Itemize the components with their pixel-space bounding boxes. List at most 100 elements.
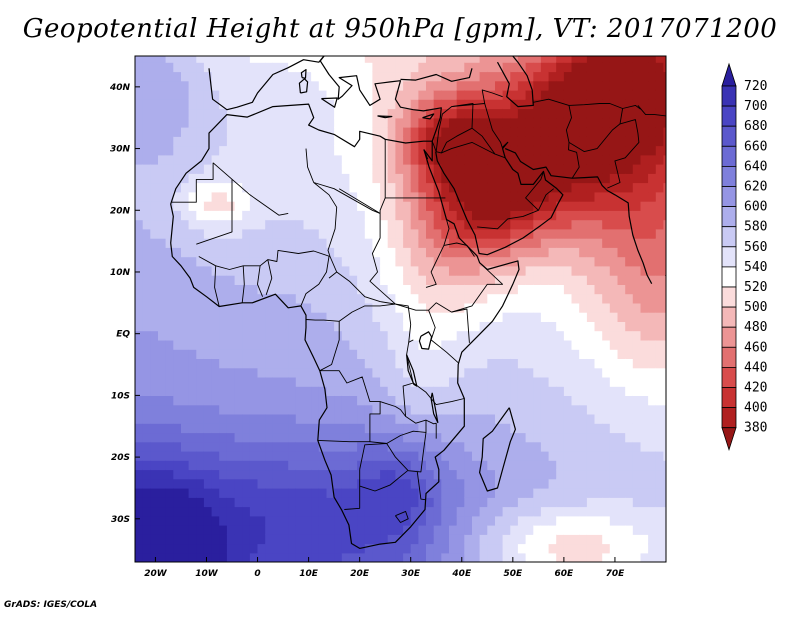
- colorbar-swatch: [721, 366, 737, 388]
- country-border: [537, 188, 554, 211]
- country-border: [568, 104, 641, 153]
- country-border: [212, 162, 289, 216]
- lat-tick-label: 20S: [111, 453, 130, 463]
- colorbar-swatch: [721, 165, 737, 187]
- lon-tick-label: 10E: [299, 569, 319, 579]
- colorbar-swatch: [721, 246, 737, 268]
- coastline: [377, 115, 393, 119]
- country-border: [344, 469, 361, 510]
- lon-tick-label: 0: [254, 569, 260, 579]
- country-border: [257, 265, 264, 297]
- country-border: [241, 265, 245, 303]
- country-border: [425, 419, 437, 439]
- colorbar-swatch: [721, 105, 737, 127]
- colorbar-lower-arrow: [721, 427, 737, 452]
- colorbar-label: 560: [744, 240, 767, 255]
- coastline: [406, 354, 418, 387]
- country-border: [451, 262, 504, 313]
- coastline: [298, 78, 309, 94]
- colorbar-label: 480: [744, 320, 767, 335]
- country-border: [533, 98, 623, 109]
- colorbar-label: 620: [744, 180, 767, 195]
- lon-tick-label: 70E: [606, 569, 626, 579]
- colorbar-upper-arrow: [721, 62, 737, 87]
- colorbar-swatch: [721, 346, 737, 368]
- colorbar-label: 520: [744, 280, 767, 295]
- coastline: [496, 56, 534, 108]
- colorbar-label: 640: [744, 159, 767, 174]
- country-border: [171, 162, 214, 203]
- country-border: [214, 265, 220, 307]
- coastline: [423, 149, 429, 160]
- lon-tick-label: 20E: [350, 569, 370, 579]
- coastline: [321, 97, 338, 108]
- coastline: [400, 68, 473, 82]
- colorbar-swatch: [721, 326, 737, 348]
- colorbar-swatch: [721, 125, 737, 147]
- colorbar-swatch: [721, 186, 737, 208]
- coastline: [430, 392, 439, 424]
- country-border: [416, 471, 426, 501]
- coastline: [479, 407, 516, 492]
- colorbar-swatch: [721, 306, 737, 328]
- country-border: [196, 179, 233, 245]
- country-border: [369, 416, 427, 444]
- country-border: [607, 119, 640, 189]
- colorbar: 720 700 680 660 640 620 600 580 560 540 520 500 480 4…: [721, 62, 767, 452]
- plot-frame: [134, 55, 667, 563]
- country-border: [359, 470, 408, 492]
- coastline: [665, 274, 666, 277]
- country-border: [313, 182, 338, 279]
- colorbar-swatch: [721, 206, 737, 228]
- lat-tick-label: 10S: [111, 391, 130, 401]
- colorbar-swatch: [721, 85, 737, 107]
- coastline: [422, 113, 435, 120]
- country-border: [395, 510, 409, 523]
- country-border: [471, 127, 506, 159]
- country-border: [300, 256, 330, 307]
- lon-tick-label: 10W: [195, 569, 219, 579]
- country-border: [477, 171, 544, 230]
- colorbar-label: 420: [744, 381, 767, 396]
- longitude-ticks: 20W 10W 0 10E 20E 30E 40E 50E 60E 70E: [144, 557, 625, 579]
- colorbar-label: 380: [744, 421, 767, 436]
- coastlines: [170, 56, 666, 549]
- lat-tick-label: 30S: [111, 515, 130, 525]
- coastline: [418, 331, 433, 350]
- colorbar-label: 500: [744, 300, 767, 315]
- colorbar-label: 680: [744, 119, 767, 134]
- colorbar-label: 720: [744, 79, 767, 94]
- colorbar-swatch: [721, 286, 737, 308]
- country-border: [413, 382, 465, 406]
- country-border: [305, 139, 386, 214]
- country-border: [336, 271, 396, 305]
- grads-credit: GrADS: IGES/COLA: [4, 600, 98, 610]
- country-border: [431, 103, 474, 154]
- lat-tick-label: 10N: [110, 268, 131, 278]
- colorbar-label: 600: [744, 200, 767, 215]
- coastline: [170, 103, 520, 549]
- latitude-ticks: 40N 30N 20N 10N EQ 10S 20S 30S: [109, 83, 140, 525]
- lat-tick-label: 20N: [110, 206, 131, 216]
- country-border: [359, 443, 387, 470]
- height-field: [135, 56, 666, 562]
- country-border: [386, 432, 427, 473]
- country-border: [565, 105, 580, 179]
- colorbar-label: 540: [744, 260, 767, 275]
- colorbar-label: 700: [744, 99, 767, 114]
- lon-tick-label: 40E: [451, 569, 472, 579]
- lon-tick-label: 50E: [503, 569, 523, 579]
- lon-tick-label: 20W: [144, 569, 168, 579]
- country-border: [338, 303, 396, 322]
- colorbar-swatch: [721, 226, 737, 248]
- colorbar-label: 400: [744, 401, 767, 416]
- lon-tick-label: 60E: [555, 569, 575, 579]
- country-border: [425, 245, 445, 288]
- country-border: [451, 103, 504, 149]
- country-border: [265, 259, 273, 295]
- country-border: [637, 105, 666, 117]
- colorbar-label: 460: [744, 340, 767, 355]
- country-border: [481, 89, 503, 104]
- country-border: [443, 219, 475, 257]
